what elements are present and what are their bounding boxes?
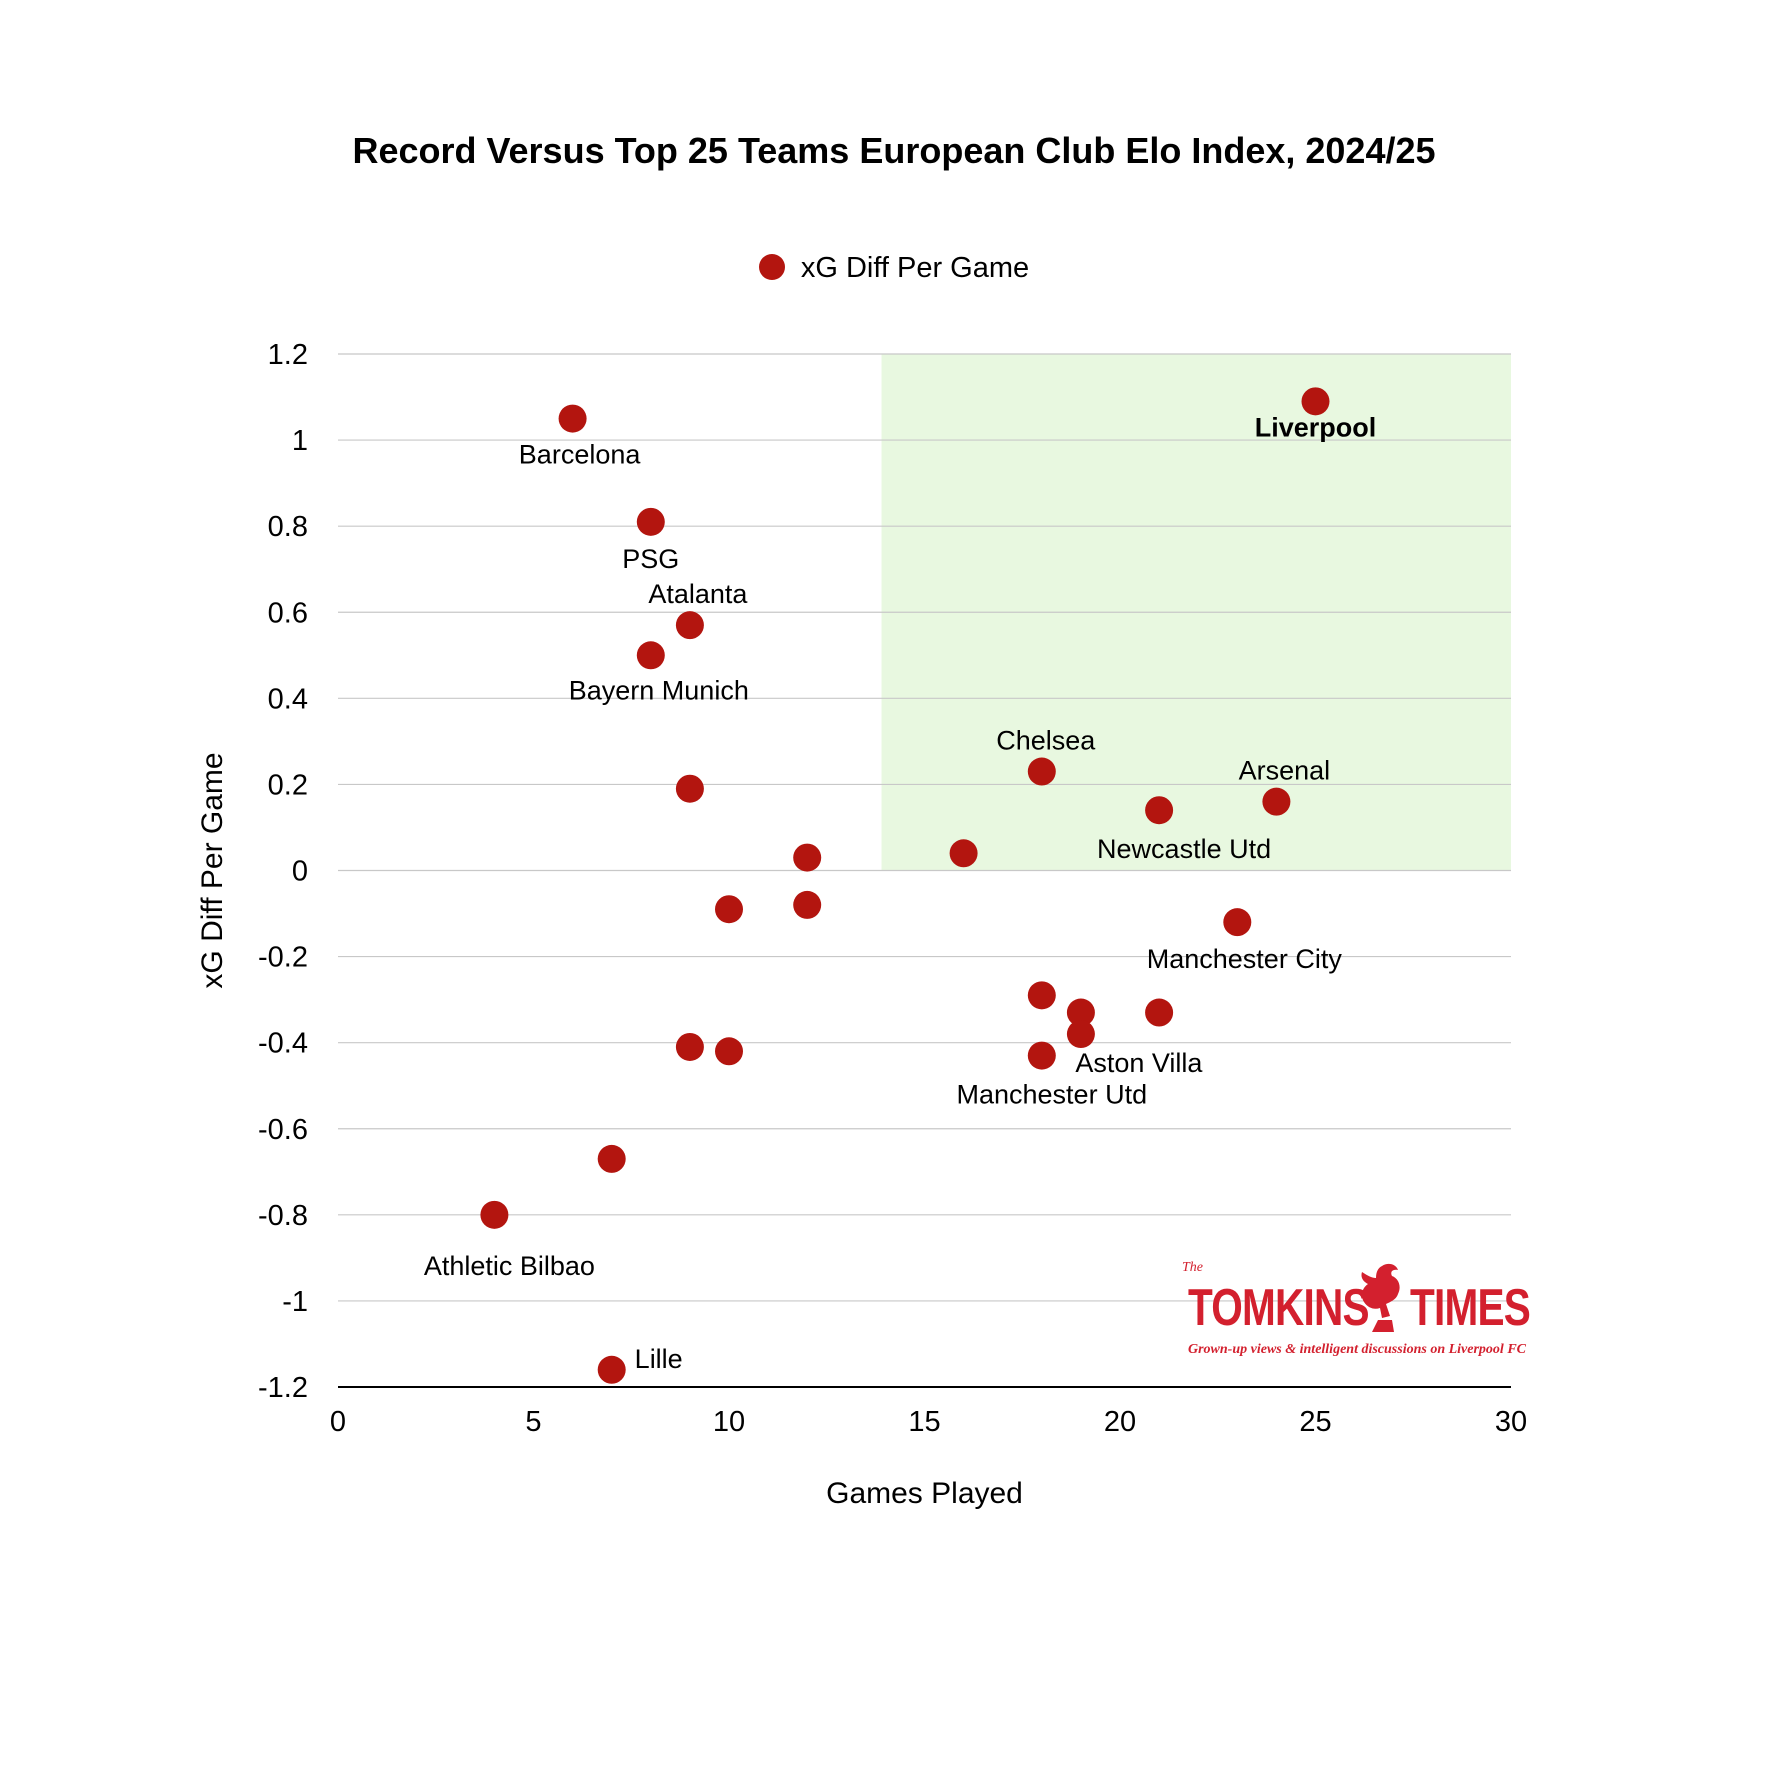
data-label: Manchester Utd [957, 1080, 1148, 1110]
logo-tagline: Grown-up views & intelligent discussions… [1188, 1342, 1526, 1357]
y-tick-label: -0.8 [258, 1200, 308, 1232]
x-tick-label: 5 [525, 1406, 541, 1438]
data-point [1223, 908, 1252, 937]
x-tick-label: 30 [1495, 1406, 1527, 1438]
data-label: Newcastle Utd [1097, 834, 1271, 864]
data-point [675, 1032, 704, 1061]
logo-word-left: TOMKINS [1188, 1279, 1370, 1337]
logo-the-text: The [1182, 1260, 1203, 1275]
data-point [1066, 998, 1095, 1027]
data-point [1027, 981, 1056, 1010]
data-point [715, 1037, 743, 1066]
data-point [793, 890, 822, 919]
x-axis-title: Games Played [826, 1477, 1023, 1510]
y-tick-label: -0.6 [258, 1114, 308, 1146]
y-tick-label: 0.2 [268, 769, 308, 801]
data-point [675, 774, 704, 803]
liver-bird-icon [1361, 1263, 1400, 1332]
data-point [1262, 787, 1291, 816]
data-point [1066, 1020, 1095, 1049]
data-label: Bayern Munich [569, 675, 749, 705]
data-label: Atalanta [648, 579, 748, 609]
legend-label: xG Diff Per Game [800, 252, 1030, 284]
data-point [1027, 757, 1056, 786]
data-label: Manchester City [1147, 944, 1343, 974]
logo-word-right: TIMES [1410, 1279, 1531, 1337]
data-label: Aston Villa [1075, 1048, 1203, 1078]
y-tick-label: -0.2 [258, 942, 308, 974]
data-point [949, 839, 978, 868]
tomkins-times-logo: The TOMKINS TIMES Grown-up views & intel… [1182, 1260, 1542, 1360]
data-point [597, 1355, 626, 1384]
data-point [558, 404, 587, 433]
data-point [597, 1144, 626, 1173]
y-tick-label: 0.6 [268, 597, 308, 629]
x-tick-label: 20 [1104, 1406, 1136, 1438]
y-tick-label: -1.2 [258, 1372, 308, 1404]
y-tick-label: -1 [282, 1286, 308, 1318]
data-label: Arsenal [1239, 756, 1331, 786]
data-label: Athletic Bilbao [424, 1251, 595, 1281]
data-point [1145, 796, 1174, 825]
data-label: Chelsea [996, 726, 1096, 756]
data-point [793, 843, 822, 872]
y-axis-title: xG Diff Per Game [196, 752, 229, 988]
chart-legend: xG Diff Per Game [0, 252, 1788, 285]
x-tick-label: 10 [713, 1406, 745, 1438]
y-tick-label: 0.4 [268, 683, 308, 715]
data-point [1027, 1041, 1056, 1070]
data-point [636, 641, 665, 670]
y-tick-label: 0.8 [268, 511, 308, 543]
y-tick-label: -0.4 [258, 1028, 308, 1060]
data-label: Barcelona [519, 440, 642, 470]
data-point [636, 507, 665, 536]
data-label: Liverpool [1255, 412, 1377, 442]
legend-marker [758, 254, 785, 280]
y-tick-label: 1 [292, 425, 308, 457]
data-point [1301, 387, 1330, 416]
data-point [715, 895, 743, 924]
data-label: Lille [635, 1344, 683, 1374]
y-tick-label: 0 [292, 856, 308, 888]
y-tick-label: 1.2 [268, 339, 308, 371]
data-point [675, 611, 704, 640]
chart-title: Record Versus Top 25 Teams European Club… [352, 130, 1436, 171]
data-point [480, 1200, 509, 1229]
data-point [1145, 998, 1174, 1027]
x-tick-label: 25 [1299, 1406, 1331, 1438]
x-tick-label: 15 [908, 1406, 940, 1438]
data-label: PSG [622, 544, 679, 574]
x-tick-label: 0 [330, 1406, 346, 1438]
